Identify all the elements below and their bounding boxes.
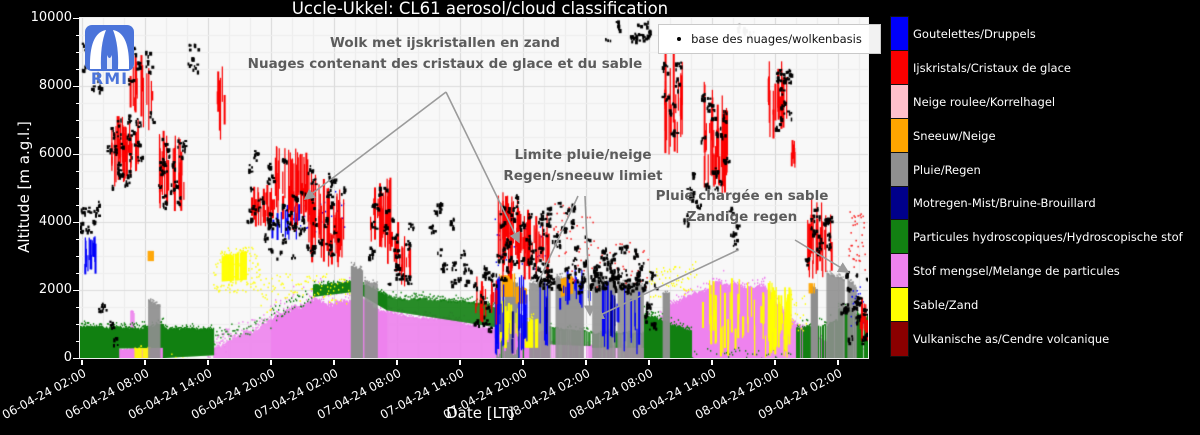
x-tick-mark xyxy=(333,359,335,365)
y-tick-label: 6000 xyxy=(38,146,72,161)
legend-swatch-graupel xyxy=(890,83,909,120)
y-tick-mark xyxy=(72,357,79,359)
x-tick-mark xyxy=(207,359,209,365)
legend-label-snow: Sneeuw/Neige xyxy=(913,128,996,143)
annotation-text-2: Pluie chargée en sable Zandige regen xyxy=(655,188,829,225)
x-tick-mark xyxy=(396,359,398,365)
y-tick-label: 0 xyxy=(63,350,72,365)
y-tick-mark xyxy=(75,340,79,342)
y-tick-mark xyxy=(75,51,79,53)
y-tick-mark xyxy=(75,187,79,189)
cloud-base-legend: base des nuages/wolkenbasis xyxy=(658,24,881,54)
x-axis-label: Date [LT] xyxy=(446,404,514,422)
x-tick-mark xyxy=(585,359,587,365)
legend-swatch-ash xyxy=(890,321,909,357)
x-tick-mark xyxy=(522,359,524,365)
y-tick-mark xyxy=(72,85,79,87)
y-axis-label: Altitude [m a.g.l.] xyxy=(15,121,33,253)
legend-label-ice: Ijskristals/Cristaux de glace xyxy=(913,60,1071,75)
legend-label-droplets: Goutelettes/Druppels xyxy=(913,26,1036,41)
y-tick-label: 10000 xyxy=(30,10,72,25)
legend-swatch-droplets xyxy=(890,16,909,52)
y-tick-mark xyxy=(75,255,79,257)
cloud-base-marker-dot-icon xyxy=(677,37,681,41)
y-tick-mark xyxy=(75,68,79,70)
x-tick-mark xyxy=(459,359,461,365)
legend-swatch-ice xyxy=(890,49,909,86)
cloud-base-legend-label: base des nuages/wolkenbasis xyxy=(691,32,862,46)
x-tick-mark xyxy=(81,359,83,365)
x-tick-mark xyxy=(711,359,713,365)
y-tick-mark xyxy=(75,119,79,121)
legend-swatch-drizzle xyxy=(890,185,909,222)
rmi-logo-text: RMI xyxy=(90,69,129,88)
y-tick-mark xyxy=(75,102,79,104)
rmi-logo-glyph xyxy=(89,30,130,69)
legend-label-drizzle: Motregen-Mist/Bruine-Brouillard xyxy=(913,196,1096,211)
y-tick-mark xyxy=(75,323,79,325)
y-tick-mark xyxy=(75,34,79,36)
legend-swatch-snow xyxy=(890,117,909,154)
x-tick-mark xyxy=(144,359,146,365)
chart-title: Uccle-Ukkel: CL61 aerosol/cloud classifi… xyxy=(291,0,669,18)
legend-label-mixture: Stof mengsel/Melange de particules xyxy=(913,264,1120,279)
y-tick-label: 2000 xyxy=(38,282,72,297)
y-tick-mark xyxy=(72,289,79,291)
legend-swatch-rain xyxy=(890,151,909,188)
x-tick-mark xyxy=(837,359,839,365)
legend-label-hygro: Particules hydroscopiques/Hydroscopische… xyxy=(913,230,1183,245)
legend-label-rain: Pluie/Regen xyxy=(913,162,981,177)
legend-label-graupel: Neige roulee/Korrelhagel xyxy=(913,94,1056,109)
x-tick-mark xyxy=(270,359,272,365)
y-tick-mark xyxy=(72,153,79,155)
y-tick-label: 8000 xyxy=(38,78,72,93)
y-tick-mark xyxy=(72,221,79,223)
legend-swatch-mixture xyxy=(890,253,909,290)
y-tick-label: 4000 xyxy=(38,214,72,229)
y-tick-mark xyxy=(75,272,79,274)
legend-swatch-hygro xyxy=(890,219,909,256)
legend-swatch-sand xyxy=(890,287,909,324)
x-tick-mark xyxy=(648,359,650,365)
plot-area xyxy=(78,16,869,359)
rmi-logo xyxy=(85,25,134,71)
y-tick-mark xyxy=(75,204,79,206)
y-tick-mark xyxy=(75,136,79,138)
y-tick-mark xyxy=(75,306,79,308)
annotation-text-0: Wolk met ijskristallen en zand Nuages con… xyxy=(247,35,643,72)
x-tick-mark xyxy=(774,359,776,365)
y-tick-mark xyxy=(75,238,79,240)
y-tick-mark xyxy=(72,17,79,19)
legend-label-ash: Vulkanische as/Cendre volcanique xyxy=(913,332,1110,347)
legend-label-sand: Sable/Zand xyxy=(913,298,979,313)
annotation-text-1: Limite pluie/neige Regen/sneeuw limiet xyxy=(503,147,663,184)
y-tick-mark xyxy=(75,170,79,172)
